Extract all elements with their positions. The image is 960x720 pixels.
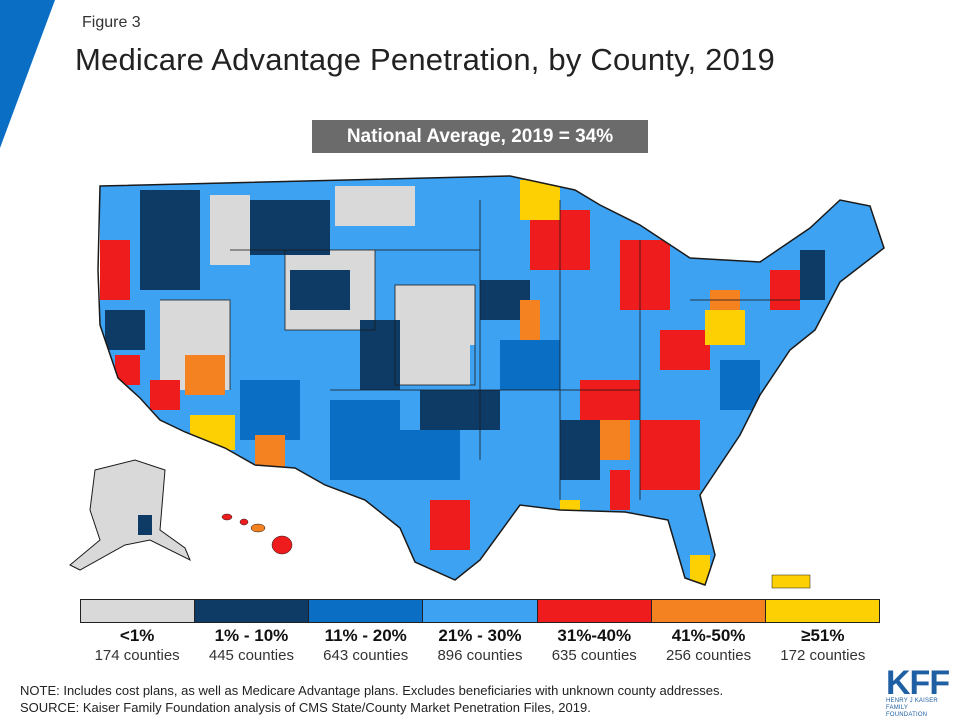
legend-labels: <1% 174 counties 1% - 10% 445 counties 1… xyxy=(80,626,880,665)
legend-item: <1% 174 counties xyxy=(80,626,194,665)
logo-subtitle-1: HENRY J KAISER xyxy=(886,698,938,704)
us-county-map xyxy=(69,175,885,589)
legend-swatch xyxy=(537,600,652,622)
note-text: NOTE: Includes cost plans, as well as Me… xyxy=(20,683,724,698)
legend-range: 21% - 30% xyxy=(438,626,522,645)
legend-item: ≥51% 172 counties xyxy=(766,626,880,665)
kff-logo: KFF HENRY J KAISER FAMILY FOUNDATION xyxy=(886,664,950,718)
legend-color-bar xyxy=(80,599,880,623)
legend-item: 31%-40% 635 counties xyxy=(537,626,651,665)
legend-range: 1% - 10% xyxy=(214,626,289,645)
legend-count: 174 counties xyxy=(94,647,180,664)
logo-subtitle-2: FAMILY FOUNDATION xyxy=(886,705,928,718)
legend-swatch xyxy=(81,600,196,622)
legend-swatch xyxy=(423,600,538,622)
corner-accent xyxy=(0,0,55,148)
legend-range: 41%-50% xyxy=(671,626,746,645)
legend-item: 41%-50% 256 counties xyxy=(651,626,765,665)
logo-text: KFF xyxy=(886,664,950,702)
legend-count: 256 counties xyxy=(666,647,752,664)
footnote: NOTE: Includes cost plans, as well as Me… xyxy=(20,682,723,716)
legend-item: 11% - 20% 643 counties xyxy=(309,626,423,665)
legend-range: <1% xyxy=(119,626,155,645)
legend-swatch xyxy=(309,600,424,622)
legend-swatch xyxy=(651,600,766,622)
legend-range: ≥51% xyxy=(801,626,845,645)
national-average-badge: National Average, 2019 = 34% xyxy=(312,120,648,153)
legend-range: 11% - 20% xyxy=(324,626,407,645)
page-title: Medicare Advantage Penetration, by Count… xyxy=(75,42,775,77)
legend-count: 643 counties xyxy=(323,647,409,664)
source-text: SOURCE: Kaiser Family Foundation analysi… xyxy=(20,700,591,715)
legend-count: 445 counties xyxy=(208,647,294,664)
legend-count: 896 counties xyxy=(437,647,523,664)
legend-count: 172 counties xyxy=(780,647,866,664)
figure-label: Figure 3 xyxy=(82,14,141,31)
legend-count: 635 counties xyxy=(551,647,637,664)
legend-item: 21% - 30% 896 counties xyxy=(423,626,537,665)
legend-range: 31%-40% xyxy=(557,626,632,645)
legend-swatch xyxy=(765,600,879,622)
legend-item: 1% - 10% 445 counties xyxy=(194,626,308,665)
legend-swatch xyxy=(195,600,310,622)
